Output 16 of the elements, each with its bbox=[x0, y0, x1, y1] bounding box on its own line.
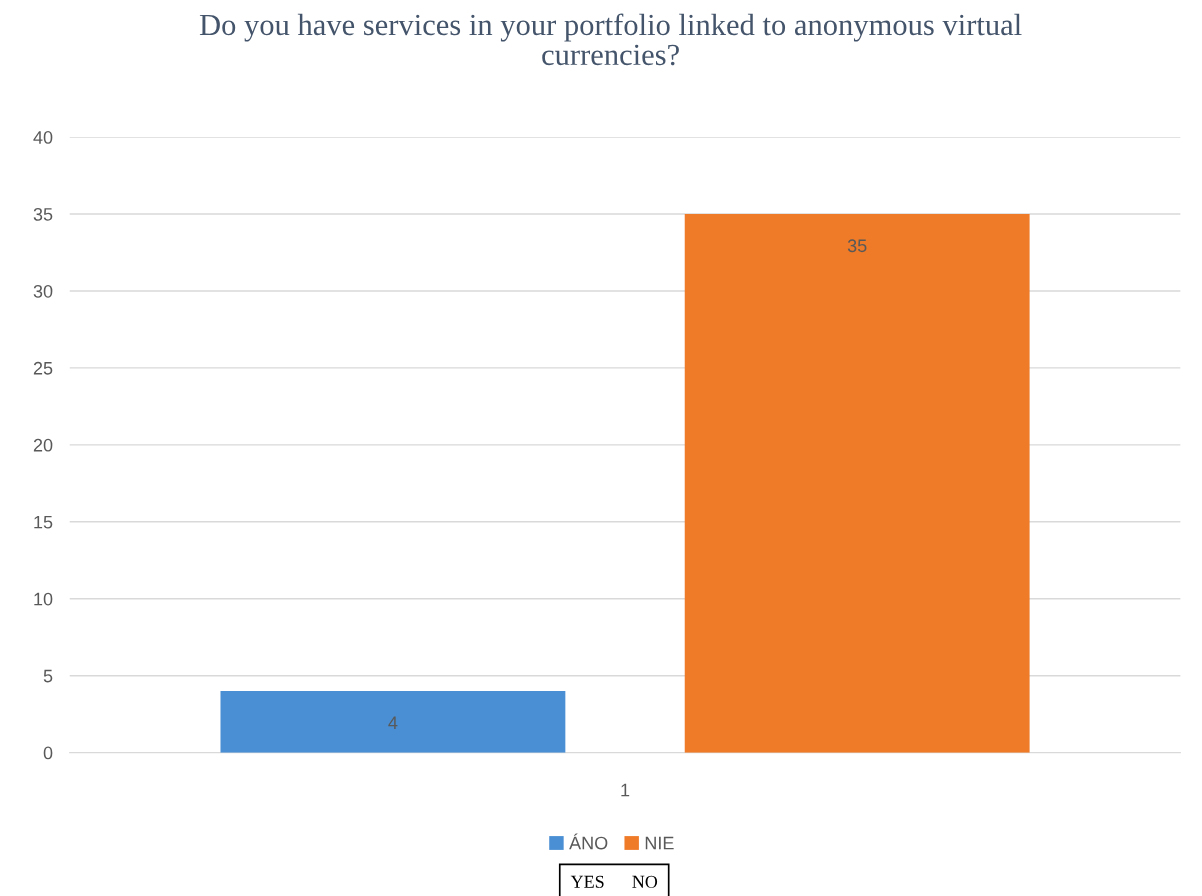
y-tick-label: 25 bbox=[33, 361, 53, 375]
y-tick-label: 40 bbox=[33, 131, 53, 144]
y-tick-label: 10 bbox=[34, 592, 53, 606]
x-tick-label: 1 bbox=[621, 783, 630, 797]
legend-label: ÁNO bbox=[569, 833, 608, 850]
y-tick-label: 5 bbox=[43, 669, 53, 683]
data-label: 35 bbox=[847, 239, 867, 253]
y-tick-label: 30 bbox=[33, 284, 53, 298]
text: YES NO bbox=[570, 875, 658, 888]
y-tick-label: 35 bbox=[33, 207, 53, 221]
y-tick-label: 0 bbox=[43, 746, 53, 760]
chart-title: Do you have services in your portfolio linked to anonymous virtual currencies? bbox=[199, 13, 1022, 66]
legend-label: NIE bbox=[645, 836, 674, 850]
y-tick-label: 15 bbox=[34, 515, 53, 529]
data-label: 4 bbox=[388, 716, 398, 729]
y-tick-label: 20 bbox=[33, 438, 53, 452]
